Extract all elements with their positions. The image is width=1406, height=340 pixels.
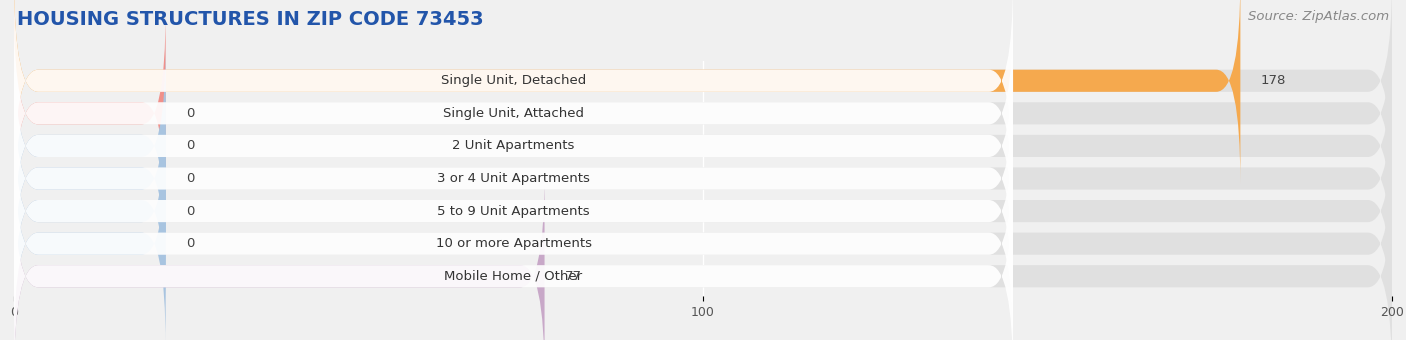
Text: 0: 0 xyxy=(186,172,194,185)
Text: 0: 0 xyxy=(186,107,194,120)
Text: 10 or more Apartments: 10 or more Apartments xyxy=(436,237,592,250)
Text: HOUSING STRUCTURES IN ZIP CODE 73453: HOUSING STRUCTURES IN ZIP CODE 73453 xyxy=(17,10,484,29)
Text: Source: ZipAtlas.com: Source: ZipAtlas.com xyxy=(1249,10,1389,23)
FancyBboxPatch shape xyxy=(14,43,1014,249)
FancyBboxPatch shape xyxy=(14,141,1392,340)
FancyBboxPatch shape xyxy=(14,173,544,340)
FancyBboxPatch shape xyxy=(14,108,166,314)
FancyBboxPatch shape xyxy=(14,108,1392,314)
Text: Single Unit, Attached: Single Unit, Attached xyxy=(443,107,583,120)
FancyBboxPatch shape xyxy=(14,108,1014,314)
FancyBboxPatch shape xyxy=(14,10,1014,216)
FancyBboxPatch shape xyxy=(14,0,1240,184)
Text: Single Unit, Detached: Single Unit, Detached xyxy=(441,74,586,87)
Text: 178: 178 xyxy=(1261,74,1286,87)
Text: 77: 77 xyxy=(565,270,582,283)
FancyBboxPatch shape xyxy=(14,141,1014,340)
FancyBboxPatch shape xyxy=(14,10,1392,216)
FancyBboxPatch shape xyxy=(14,0,1014,184)
Text: 0: 0 xyxy=(186,205,194,218)
FancyBboxPatch shape xyxy=(14,75,1392,282)
FancyBboxPatch shape xyxy=(14,75,1014,282)
FancyBboxPatch shape xyxy=(14,10,166,216)
FancyBboxPatch shape xyxy=(14,173,1014,340)
Text: Mobile Home / Other: Mobile Home / Other xyxy=(444,270,582,283)
Text: 3 or 4 Unit Apartments: 3 or 4 Unit Apartments xyxy=(437,172,591,185)
FancyBboxPatch shape xyxy=(14,43,166,249)
FancyBboxPatch shape xyxy=(14,173,1392,340)
FancyBboxPatch shape xyxy=(14,75,166,282)
FancyBboxPatch shape xyxy=(14,43,1392,249)
FancyBboxPatch shape xyxy=(14,0,1392,184)
Text: 2 Unit Apartments: 2 Unit Apartments xyxy=(453,139,575,152)
FancyBboxPatch shape xyxy=(14,141,166,340)
Text: 0: 0 xyxy=(186,237,194,250)
Text: 0: 0 xyxy=(186,139,194,152)
Text: 5 to 9 Unit Apartments: 5 to 9 Unit Apartments xyxy=(437,205,591,218)
